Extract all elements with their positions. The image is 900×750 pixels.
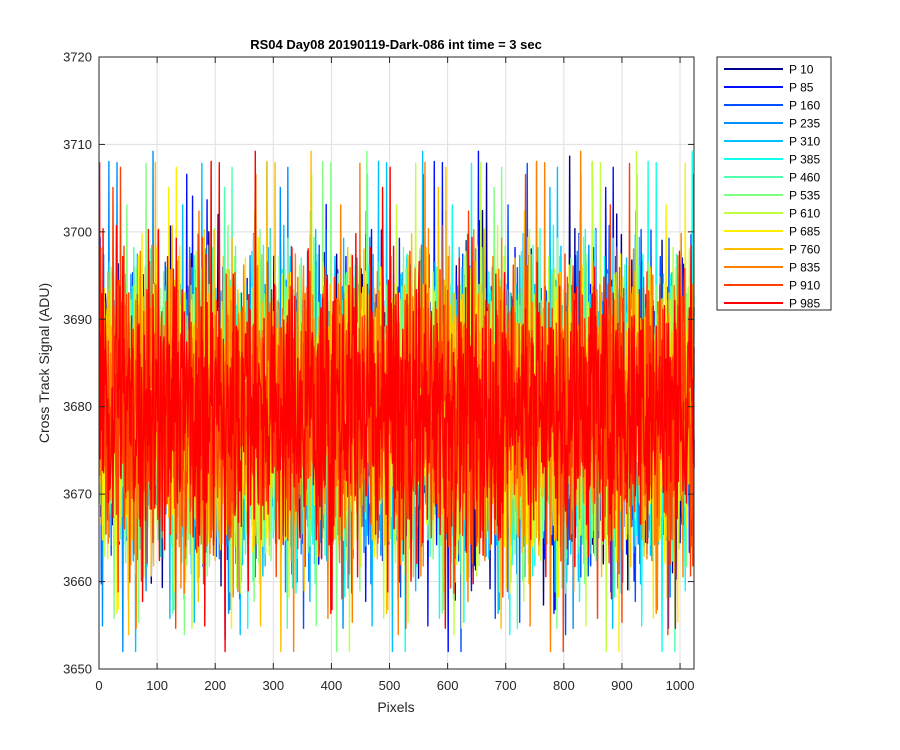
legend: P 10 P 85 P 160 P 235 P 310 P 385 P 460 P 535 P … xyxy=(716,56,832,311)
y-tick-label: 3710 xyxy=(63,137,92,152)
ticks: 0 100 200 300 400 500 600 700 800 900 1000 3650 3660… xyxy=(63,50,694,694)
legend-label: P 235 xyxy=(789,117,820,131)
legend-label: P 760 xyxy=(789,243,820,257)
legend-label: P 535 xyxy=(789,189,820,203)
y-tick-label: 3660 xyxy=(63,574,92,589)
x-tick-label: 400 xyxy=(321,678,343,693)
x-tick-label: 1000 xyxy=(666,678,695,693)
x-tick-label: 300 xyxy=(262,678,284,693)
legend-label: P 310 xyxy=(789,135,820,149)
legend-label: P 985 xyxy=(789,297,820,311)
y-tick-label: 3670 xyxy=(63,487,92,502)
legend-label: P 835 xyxy=(789,261,820,275)
x-tick-label: 800 xyxy=(553,678,575,693)
legend-label: P 85 xyxy=(789,81,814,95)
legend-label: P 610 xyxy=(789,207,820,221)
legend-label: P 685 xyxy=(789,225,820,239)
y-axis-label: Cross Track Signal (ADU) xyxy=(36,283,52,443)
x-tick-label: 600 xyxy=(437,678,459,693)
legend-label: P 910 xyxy=(789,279,820,293)
x-tick-label: 500 xyxy=(379,678,401,693)
x-tick-label: 100 xyxy=(146,678,168,693)
legend-label: P 385 xyxy=(789,153,820,167)
series-lines xyxy=(98,150,695,653)
series-line xyxy=(98,150,695,653)
plot-frame xyxy=(98,56,695,670)
x-tick-label: 200 xyxy=(204,678,226,693)
chart-title: RS04 Day08 20190119-Dark-086 int time = … xyxy=(250,37,542,52)
y-tick-label: 3690 xyxy=(63,312,92,327)
y-tick-label: 3720 xyxy=(63,50,92,65)
x-tick-label: 0 xyxy=(95,678,102,693)
legend-label: P 10 xyxy=(789,63,814,77)
x-tick-label: 700 xyxy=(495,678,517,693)
x-axis-label: Pixels xyxy=(377,699,414,715)
y-tick-label: 3680 xyxy=(63,399,92,414)
y-tick-label: 3650 xyxy=(63,662,92,677)
legend-label: P 460 xyxy=(789,171,820,185)
x-tick-label: 900 xyxy=(611,678,633,693)
legend-label: P 160 xyxy=(789,99,820,113)
y-tick-label: 3700 xyxy=(63,224,92,239)
